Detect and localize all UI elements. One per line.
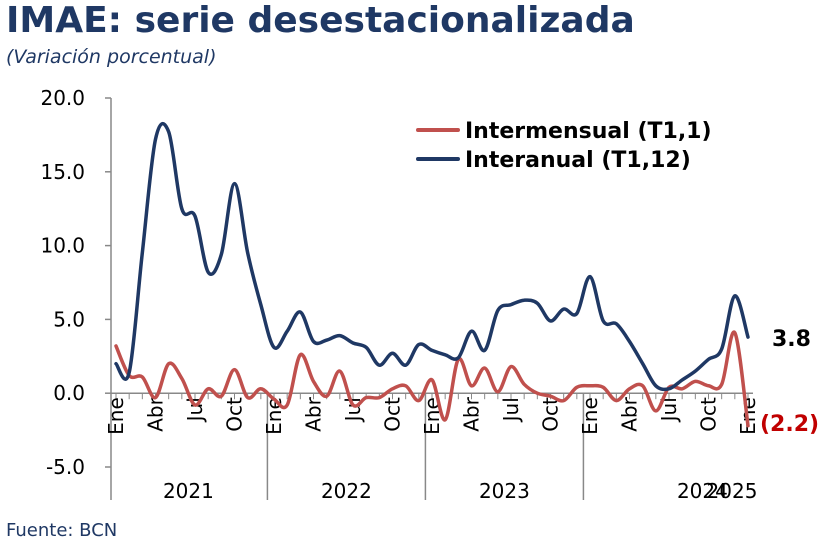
- x-month-label: Ene: [262, 397, 286, 435]
- x-month-label: Abr: [460, 396, 484, 431]
- x-month-label: Jul: [183, 397, 207, 423]
- x-month-label: Jul: [499, 397, 523, 423]
- x-tick-labels: Ene Abr Jul Oct Ene Abr Jul Oct Ene Abr Jul Oct Ene A…: [104, 396, 760, 503]
- x-month-label: Oct: [697, 397, 721, 432]
- y-tick-label: 20.0: [40, 86, 85, 110]
- end-label-interanual: 3.8: [772, 327, 811, 352]
- x-month-label: Oct: [223, 397, 247, 432]
- chart-subtitle: (Variación porcentual): [6, 46, 217, 68]
- series-line-intermensual: [114, 330, 750, 428]
- x-year-label: 2024: [677, 479, 728, 503]
- x-year-label: 2022: [321, 479, 372, 503]
- x-month-label: Abr: [144, 396, 168, 431]
- y-tick-label: 0.0: [53, 381, 85, 405]
- legend-label: Interanual (T1,12): [465, 148, 691, 173]
- y-tick-label: 5.0: [53, 307, 85, 331]
- y-tick-label: 10.0: [40, 234, 85, 258]
- x-year-label: 2023: [479, 479, 530, 503]
- x-month-label: Ene: [104, 397, 128, 435]
- y-tick-labels: 20.0 15.0 10.0 5.0 0.0 -5.0: [40, 86, 85, 479]
- series-line-interanual: [114, 122, 750, 392]
- y-tick-label: -5.0: [46, 455, 85, 479]
- end-labels: 3.8 (2.2): [760, 327, 819, 437]
- x-year-label: 2021: [163, 479, 214, 503]
- x-month-label: Abr: [302, 396, 326, 431]
- x-month-label: Ene: [578, 397, 602, 435]
- x-month-label: Oct: [539, 397, 563, 432]
- legend: Intermensual (T1,1) Interanual (T1,12): [416, 119, 712, 173]
- chart-title: IMAE: serie desestacionalizada: [6, 0, 635, 41]
- source-note: Fuente: BCN: [6, 520, 118, 541]
- series-lines: [114, 122, 750, 428]
- x-month-label: Abr: [618, 396, 642, 431]
- y-tick-label: 15.0: [40, 160, 85, 184]
- x-month-label: Oct: [381, 397, 405, 432]
- x-year-label: 2025: [707, 479, 758, 503]
- legend-label: Intermensual (T1,1): [465, 119, 712, 144]
- end-label-intermensual: (2.2): [760, 412, 819, 437]
